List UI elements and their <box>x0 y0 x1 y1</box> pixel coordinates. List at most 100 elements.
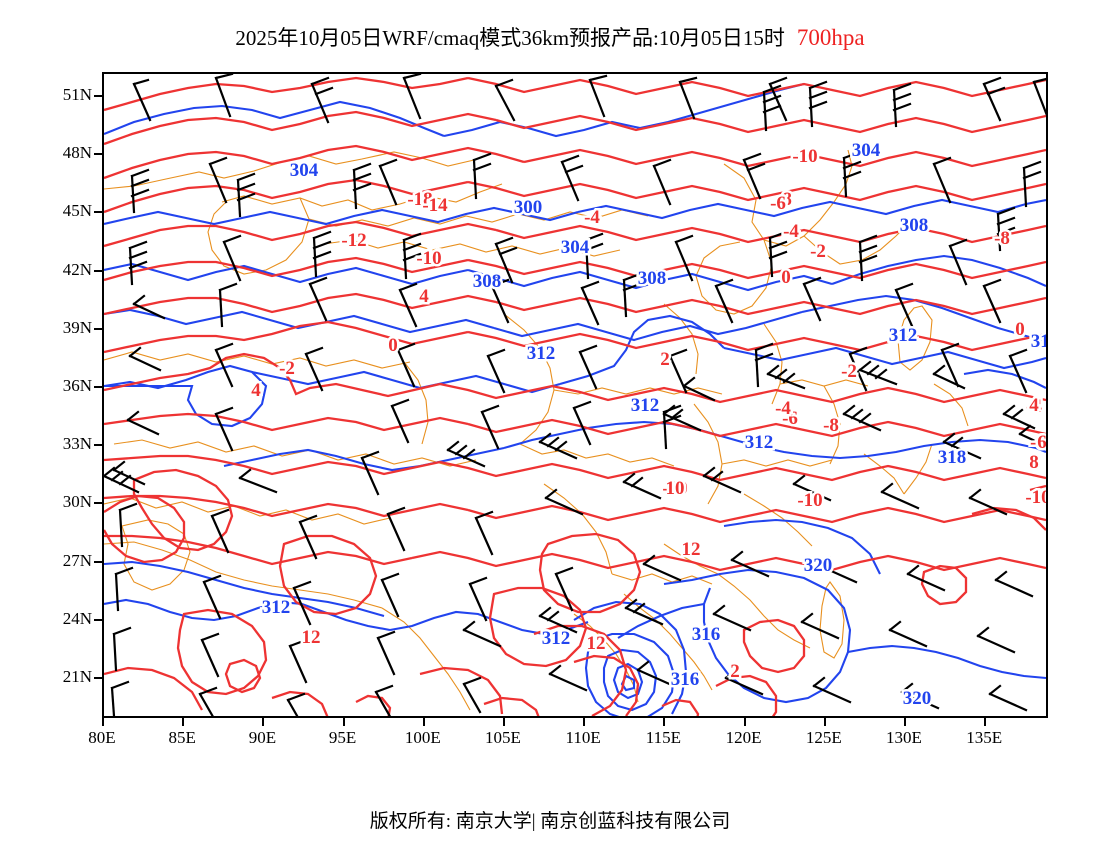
x-tick-label: 80E <box>88 728 116 747</box>
contour-label: 320 <box>804 555 833 576</box>
contour-label: -4 <box>783 221 799 242</box>
contour-label: -10 <box>662 478 687 499</box>
contour-label: 300 <box>514 197 543 218</box>
x-tick-label: 115E <box>645 728 682 747</box>
y-tick-label: 36N <box>62 376 92 395</box>
contour-label-halo: -10 <box>792 146 817 167</box>
x-tick-label: 100E <box>404 728 441 747</box>
x-tick-label: 105E <box>485 728 521 747</box>
contour-label-halo: 320 <box>903 688 932 709</box>
contour-label-halo: -4 <box>584 207 600 228</box>
contour-label: -8 <box>776 189 792 210</box>
contour-label: 304 <box>852 140 881 161</box>
contour-label-halo: 312 <box>262 597 291 618</box>
contour-label: -10 <box>416 248 441 269</box>
contour-label: -8 <box>823 415 839 436</box>
contour-label-halo: -10 <box>662 478 687 499</box>
contour-label: 10 <box>666 478 685 499</box>
contour-label-halo: 0 <box>781 267 791 288</box>
contour-label-halo: 4 <box>251 380 261 401</box>
contour-label-halo: 12 <box>682 539 701 560</box>
contour-label-halo: -4 <box>783 221 799 242</box>
y-tick-label: 21N <box>62 667 92 686</box>
contour-label-halo: -8 <box>823 415 839 436</box>
y-tick-mark <box>94 95 103 97</box>
contour-label-halo: 318 <box>938 447 967 468</box>
copyright-text: 版权所有: 南京大学| 南京创蓝科技有限公司 <box>369 811 731 832</box>
contour-label: 0 <box>781 267 791 288</box>
contour-label-halo: -6 <box>782 408 798 429</box>
contour-label: 0 <box>388 335 398 356</box>
contour-label: 12 <box>682 539 701 560</box>
y-tick-mark <box>94 502 103 505</box>
contour-label: -2 <box>279 358 295 379</box>
contour-label-halo: 2 <box>730 661 740 682</box>
x-tick-mark <box>583 718 586 726</box>
contour-label-halo: 12 <box>302 627 321 648</box>
contour-label-halo: 312 <box>631 395 660 416</box>
contour-label-halo: 316 <box>671 669 700 690</box>
contour-label: 312 <box>1031 331 1046 352</box>
contour-label-halo: -6 <box>770 193 786 214</box>
contour-map-svg: -18-18-16-16-14-14-14-14-12-12-12-12-10-… <box>104 74 1046 716</box>
contour-label: -10 <box>1025 487 1046 508</box>
contour-label: -4 <box>584 207 600 228</box>
contour-label-halo: 12 <box>587 633 606 654</box>
y-tick-label: 48N <box>62 143 92 163</box>
contour-label-halo: -14 <box>422 195 448 216</box>
contour-label-halo: 316 <box>692 624 721 645</box>
geographic-boundaries <box>104 149 969 711</box>
contour-label-halo: -2 <box>810 241 826 262</box>
contour-label: 308 <box>638 268 667 289</box>
contour-label: -12 <box>341 230 366 251</box>
contour-label-halo: 2 <box>660 349 670 370</box>
y-tick-mark <box>94 327 103 330</box>
contour-label: 304 <box>290 160 319 181</box>
contour-label-halo: 304 <box>852 140 881 161</box>
copyright-footer: 版权所有: 南京大学| 南京创蓝科技有限公司 <box>0 806 1100 833</box>
contour-label-halo: -4 <box>1026 396 1042 417</box>
x-tick-label: 85E <box>168 728 196 747</box>
contour-label-halo: -2 <box>279 358 295 379</box>
y-tick-label: 27N <box>62 550 92 570</box>
contour-label: 316 <box>692 624 721 645</box>
contour-label: -4 <box>1026 396 1042 417</box>
contour-label: 0 <box>1015 319 1025 340</box>
y-tick-label: 33N <box>62 434 92 454</box>
contour-label: 320 <box>903 688 932 709</box>
x-tick-mark <box>743 718 746 726</box>
x-tick-label: 90E <box>248 728 277 747</box>
isotherm-labels: -18-18-16-16-14-14-14-14-12-12-12-12-10-… <box>249 144 1046 685</box>
contour-label: 316 <box>671 669 700 690</box>
y-tick-label: 42N <box>62 259 92 279</box>
y-tick-label: 45N <box>62 201 92 221</box>
contour-label-halo: -6 <box>1030 432 1046 453</box>
x-tick-mark <box>984 718 987 726</box>
contour-label-halo: 10 <box>666 478 685 499</box>
contour-label: -10 <box>797 490 822 511</box>
contour-label: 8 <box>1029 452 1039 473</box>
y-tick-mark <box>94 386 103 388</box>
contour-label: 312 <box>527 343 556 364</box>
contour-label-halo: -16 <box>417 247 442 268</box>
contour-label-halo: -8 <box>776 189 792 210</box>
contour-label: -2 <box>841 361 857 382</box>
page-title: 2025年10月05日WRF/cmaq模式36km预报产品:10月05日15时 7… <box>0 22 1100 52</box>
contour-label: 6 <box>1037 432 1046 453</box>
contour-label-halo: 312 <box>1031 331 1046 352</box>
contour-label: -6 <box>782 408 798 429</box>
x-tick-label: 110E <box>565 728 601 747</box>
contour-label: 312 <box>542 628 571 649</box>
contour-label-halo: 304 <box>290 160 319 181</box>
y-tick-label: 39N <box>62 317 92 337</box>
x-tick-mark <box>503 718 505 726</box>
x-tick-mark <box>823 718 826 726</box>
x-tick-label: 95E <box>328 728 357 747</box>
contour-label: 2 <box>660 349 670 370</box>
y-tick-mark <box>94 269 103 272</box>
contour-label: 312 <box>631 395 660 416</box>
y-tick-mark <box>94 618 103 621</box>
contour-label: 4 <box>1029 395 1039 416</box>
y-tick-label: 51N <box>62 85 92 104</box>
x-tick-mark <box>422 718 425 726</box>
